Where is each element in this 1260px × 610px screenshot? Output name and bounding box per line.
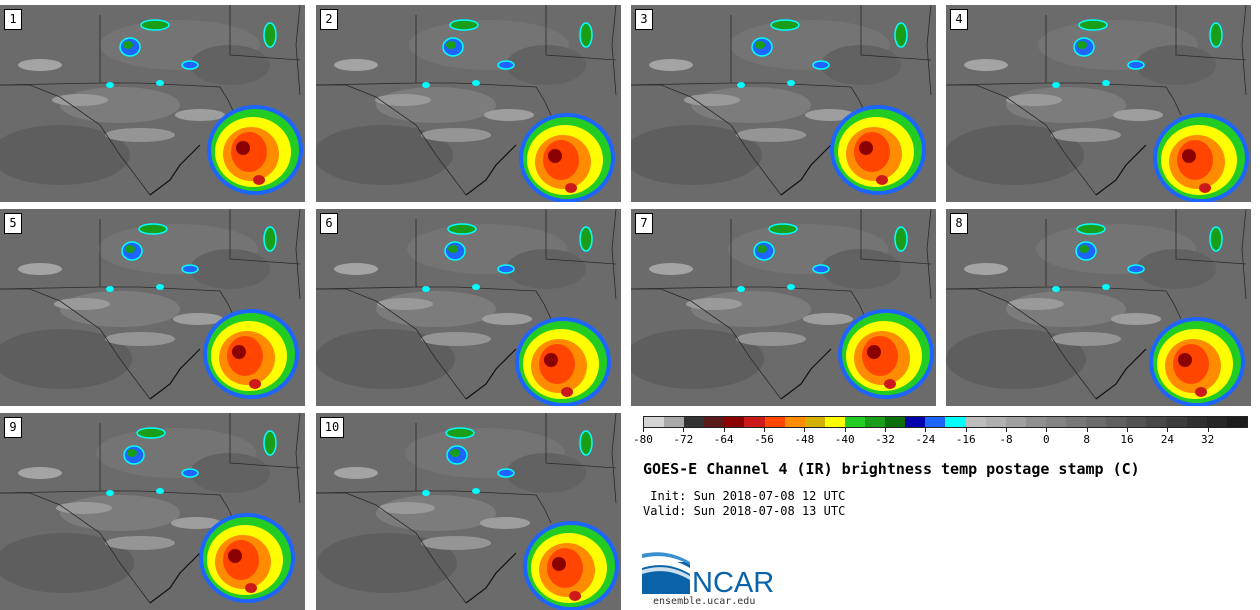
colorbar-tick <box>844 428 846 432</box>
colorbar-swatch <box>1106 417 1127 427</box>
panel-number: 10 <box>320 417 344 438</box>
ir-satellite-map <box>316 209 621 406</box>
ir-satellite-map <box>946 5 1251 202</box>
colorbar-tick-label: 24 <box>1160 433 1174 446</box>
panel-number: 4 <box>950 9 968 30</box>
ir-satellite-map <box>316 413 621 610</box>
ir-satellite-map <box>631 209 936 406</box>
colorbar-ticks: -80 -72 -64 -56 -48 -40 -32 -24 -16 -8 0 8 16 24 32 <box>633 428 1248 452</box>
map-panel: 3 <box>631 5 936 202</box>
colorbar-tick <box>1207 428 1209 432</box>
map-panel: 9 <box>0 413 305 610</box>
colorbar-swatch <box>1226 417 1247 427</box>
colorbar-swatch <box>684 417 705 427</box>
colorbar-tick <box>1046 428 1048 432</box>
colorbar-tick-label: -64 <box>713 433 734 446</box>
ir-satellite-map <box>316 5 621 202</box>
ir-satellite-map <box>0 209 305 406</box>
colorbar-tick <box>1006 428 1007 432</box>
colorbar-tick <box>1167 428 1169 432</box>
colorbar-swatch <box>1086 417 1107 427</box>
colorbar-tick <box>723 428 725 432</box>
valid-time: Valid: Sun 2018-07-08 13 UTC <box>643 504 846 518</box>
colorbar-tick <box>1086 428 1088 432</box>
panel-number: 5 <box>4 213 22 234</box>
panel-number: 1 <box>4 9 22 30</box>
map-panel: 2 <box>316 5 621 202</box>
colorbar-swatch <box>965 417 986 427</box>
colorbar-tick-label: -40 <box>834 433 855 446</box>
colorbar-swatch <box>1025 417 1046 427</box>
panel-number: 6 <box>320 213 338 234</box>
colorbar-swatch <box>1045 417 1066 427</box>
ir-satellite-map <box>0 413 305 610</box>
colorbar-tick <box>885 428 886 432</box>
init-time: Init: Sun 2018-07-08 12 UTC <box>643 489 846 503</box>
colorbar-swatch <box>865 417 886 427</box>
colorbar-tick <box>925 428 927 432</box>
colorbar-swatch <box>1166 417 1187 427</box>
colorbar-tick <box>683 428 685 432</box>
colorbar-tick <box>804 428 806 432</box>
ir-satellite-map <box>0 5 305 202</box>
colorbar-swatch <box>824 417 845 427</box>
colorbar-tick-label: -32 <box>875 433 895 446</box>
map-panel: 1 <box>0 5 305 202</box>
colorbar-tick-label: 8 <box>1083 433 1090 446</box>
colorbar <box>643 416 1248 428</box>
colorbar-swatch <box>905 417 926 427</box>
ncar-logo: NCAR <box>642 552 774 597</box>
colorbar-swatch <box>844 417 866 427</box>
colorbar-tick <box>1127 428 1128 432</box>
colorbar-swatch <box>804 417 825 427</box>
colorbar-tick-label: -48 <box>794 433 815 446</box>
colorbar-tick <box>965 428 967 432</box>
panel-number: 7 <box>635 213 653 234</box>
colorbar-swatch <box>1065 417 1087 427</box>
map-panel: 8 <box>946 209 1251 406</box>
colorbar-tick-label: -80 <box>633 433 653 446</box>
colorbar-tick-label: -56 <box>754 433 774 446</box>
colorbar-tick-label: 0 <box>1043 433 1050 446</box>
colorbar-tick-label: -24 <box>915 433 936 446</box>
panel-number: 9 <box>4 417 22 438</box>
panel-number: 3 <box>635 9 653 30</box>
colorbar-swatch <box>764 417 785 427</box>
colorbar-swatch <box>1186 417 1207 427</box>
website-url: ensemble.ucar.edu <box>653 596 756 607</box>
colorbar-tick-label: 16 <box>1120 433 1134 446</box>
colorbar-swatch <box>1126 417 1147 427</box>
colorbar-swatch <box>925 417 946 427</box>
map-panel: 4 <box>946 5 1251 202</box>
colorbar-swatch <box>704 417 725 427</box>
colorbar-swatch <box>644 417 665 427</box>
panel-number: 2 <box>320 9 338 30</box>
colorbar-swatch <box>885 417 906 427</box>
colorbar-tick <box>764 428 765 432</box>
map-panel: 5 <box>0 209 305 406</box>
colorbar-swatch <box>744 417 765 427</box>
colorbar-tick-label: -16 <box>955 433 976 446</box>
colorbar-swatch <box>1146 417 1167 427</box>
colorbar-swatch <box>945 417 966 427</box>
figure-title: GOES-E Channel 4 (IR) brightness temp po… <box>643 460 1140 478</box>
colorbar-swatch <box>985 417 1006 427</box>
colorbar-tick-label: -8 <box>999 433 1013 446</box>
colorbar-swatch <box>1005 417 1026 427</box>
colorbar-tick-label: -72 <box>673 433 694 446</box>
colorbar-swatch <box>784 417 805 427</box>
colorbar-swatch <box>1206 417 1227 427</box>
map-panel: 6 <box>316 209 621 406</box>
colorbar-swatch <box>724 417 745 427</box>
panel-number: 8 <box>950 213 968 234</box>
colorbar-tick <box>643 428 644 432</box>
logo-text: NCAR <box>692 567 774 597</box>
map-panel: 10 <box>316 413 621 610</box>
colorbar-swatch <box>664 417 685 427</box>
colorbar-tick-label: 32 <box>1201 433 1215 446</box>
map-panel: 7 <box>631 209 936 406</box>
ir-satellite-map <box>946 209 1251 406</box>
ir-satellite-map <box>631 5 936 202</box>
